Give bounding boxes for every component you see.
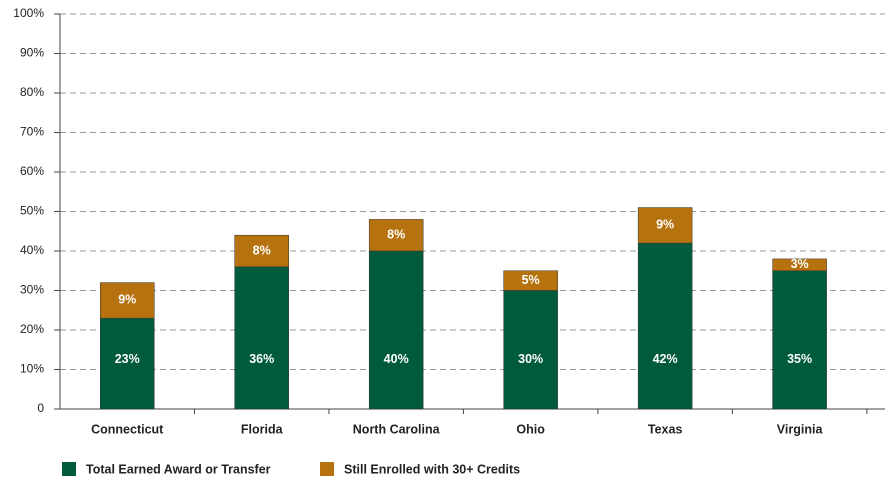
data-label: 42% xyxy=(653,352,678,366)
x-tick-label: Connecticut xyxy=(91,422,164,436)
data-label: 9% xyxy=(656,218,674,232)
x-tick-label: Texas xyxy=(648,422,683,436)
bar-segment xyxy=(99,282,155,319)
bar-segment xyxy=(368,250,424,410)
y-tick-label: 100% xyxy=(13,6,44,20)
x-tick-label: Florida xyxy=(241,422,284,436)
y-tick-label: 30% xyxy=(20,283,44,297)
data-label: 9% xyxy=(118,293,136,307)
bar-segment xyxy=(772,258,827,271)
data-label: 40% xyxy=(384,352,409,366)
y-tick-label: 70% xyxy=(20,125,44,139)
data-label: 23% xyxy=(115,352,140,366)
x-tick-label: Ohio xyxy=(516,422,545,436)
y-tick-label: 50% xyxy=(20,204,44,218)
x-tick-label: Virginia xyxy=(777,422,824,436)
bar-segment xyxy=(234,234,289,268)
y-tick-label: 20% xyxy=(20,322,44,336)
data-label: 8% xyxy=(253,243,271,257)
y-tick-label: 10% xyxy=(20,362,44,376)
data-label: 3% xyxy=(791,257,809,271)
y-tick-label: 60% xyxy=(20,164,44,178)
x-tick-label: North Carolina xyxy=(353,422,441,436)
legend-swatch xyxy=(320,462,334,476)
bar-segment xyxy=(772,270,827,410)
legend-swatch xyxy=(62,462,76,476)
y-tick-label: 80% xyxy=(20,85,44,99)
bar-segment xyxy=(234,266,289,410)
bar-segment xyxy=(637,242,693,410)
data-label: 35% xyxy=(787,352,812,366)
y-tick-label: 40% xyxy=(20,243,44,257)
bar-segment xyxy=(368,219,424,252)
legend-label: Total Earned Award or Transfer xyxy=(86,462,271,476)
bar-segment xyxy=(503,270,558,291)
bar-segment xyxy=(99,317,155,410)
bar-segment xyxy=(637,207,693,244)
data-label: 8% xyxy=(387,227,405,241)
data-label: 5% xyxy=(522,273,540,287)
bar-segment xyxy=(503,290,558,410)
y-tick-label: 0 xyxy=(37,401,44,415)
data-label: 36% xyxy=(249,352,274,366)
y-tick-label: 90% xyxy=(20,46,44,60)
data-label: 30% xyxy=(518,352,543,366)
legend-label: Still Enrolled with 30+ Credits xyxy=(344,462,520,476)
